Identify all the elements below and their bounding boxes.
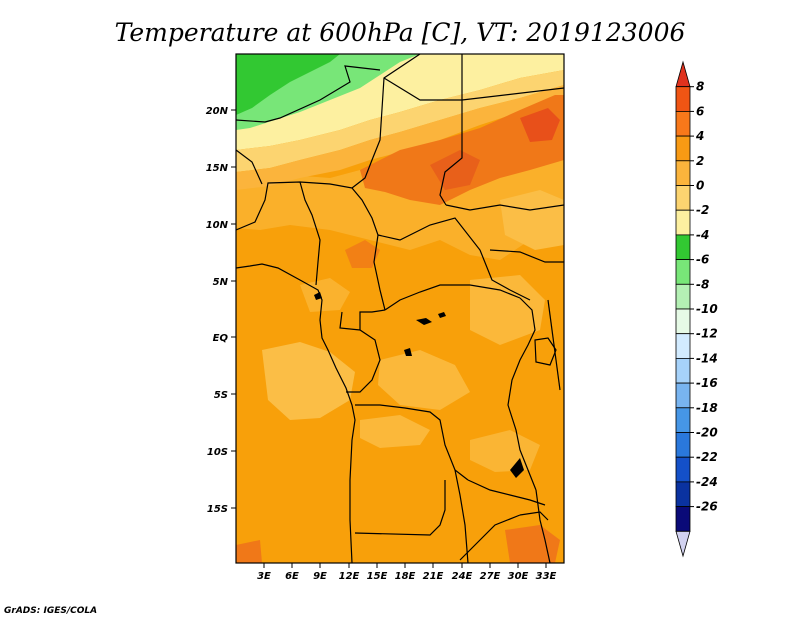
grads-credit: GrADS: IGES/COLA [4,606,97,616]
colorbar-label: -24 [696,475,718,489]
colorbar-label: 6 [696,104,704,118]
lon-tick-label: 9E [313,571,327,582]
colorbar-label: -8 [696,277,709,291]
lon-tick-label: 30E [508,571,529,582]
lon-tick-label: 15E [367,571,388,582]
colorbar-swatch [675,357,691,384]
colorbar-legend: 8 6 4 2 0 -2 -4 -6 -8 -10 -12 -14 -16 -18 -20 -22 -24 -26 [675,60,718,558]
colorbar-label: -16 [696,376,718,390]
lon-tick-label: 24E [452,571,473,582]
colorbar-swatch [675,160,691,186]
colorbar-label: -10 [696,302,718,316]
colorbar-swatch [675,111,691,137]
lon-tick-label: 12E [339,571,360,582]
colorbar-swatch [675,234,691,260]
lat-tick-label: 15S [207,504,228,515]
colorbar-swatch [675,333,691,359]
lon-tick-label: 21E [423,571,444,582]
colorbar-swatch [675,456,691,483]
colorbar-label: -2 [696,203,709,217]
colorbar-swatch [675,506,691,532]
lat-tick-label: EQ [213,333,229,344]
colorbar-label: -12 [696,327,718,341]
colorbar-swatch [675,481,691,507]
lat-tick-label: 10N [206,220,229,231]
temperature-field [235,53,565,564]
colorbar-swatch [675,135,691,162]
lon-tick-label: 18E [395,571,416,582]
lon-tick-label: 6E [285,571,299,582]
colorbar-swatch [675,530,691,558]
lat-tick-label: 20N [206,106,229,117]
colorbar-label: -20 [696,426,718,440]
colorbar-label: 2 [696,154,704,168]
colorbar-swatch [675,209,691,236]
colorbar-swatch [675,382,691,409]
colorbar-label: -18 [696,401,718,415]
colorbar-label: 4 [695,129,704,143]
colorbar-swatch [675,86,691,112]
colorbar-swatch [675,185,691,211]
map-title: Temperature at 600hPa [C], VT: 201912300… [115,18,686,47]
colorbar-swatch [675,432,691,458]
colorbar-swatch [675,407,691,433]
lat-tick-label: 10S [207,447,228,458]
colorbar-label: -14 [696,351,718,365]
colorbar-swatch [675,308,691,335]
lon-tick-label: 27E [480,571,501,582]
lat-tick-label: 15N [206,163,229,174]
colorbar-label: -26 [696,500,718,514]
colorbar-swatch [675,283,691,310]
latitude-axis: 20N 15N 10N 5N EQ 5S 10S 15S [206,106,236,515]
lat-tick-label: 5N [213,277,229,288]
colorbar-swatch [675,259,691,285]
colorbar-label: 0 [696,179,704,193]
colorbar-label: -22 [696,450,718,464]
colorbar-label: -6 [696,253,709,267]
longitude-axis: 3E 6E 9E 12E 15E 18E 21E 24E 27E 30E 33E [257,563,557,582]
colorbar-label: -4 [696,228,709,242]
colorbar-swatch [675,60,691,88]
lon-tick-label: 3E [257,571,271,582]
colorbar-label: 8 [696,80,704,94]
lon-tick-label: 33E [536,571,557,582]
lat-tick-label: 5S [214,390,228,401]
